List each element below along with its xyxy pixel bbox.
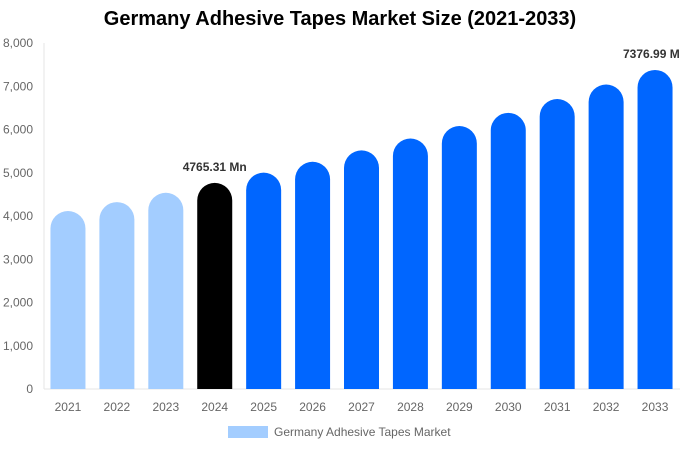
- x-tick-label: 2031: [544, 400, 571, 414]
- chart-title: Germany Adhesive Tapes Market Size (2021…: [103, 8, 577, 30]
- legend-label: Germany Adhesive Tapes Market: [274, 425, 451, 439]
- data-label-2033: 7376.99 Mn: [623, 47, 680, 61]
- y-tick-label: 8,000: [3, 36, 33, 50]
- x-tick-label: 2030: [495, 400, 522, 414]
- y-tick-label: 5,000: [3, 166, 33, 180]
- bar-2027: [344, 150, 379, 389]
- data-label-2024: 4765.31 Mn: [183, 160, 247, 174]
- bar-2028: [392, 138, 428, 389]
- bar-2023: [148, 192, 184, 389]
- bar-2033: [637, 69, 673, 389]
- bar-2031: [539, 99, 575, 389]
- y-tick-label: 4,000: [3, 209, 33, 223]
- bar-2024: [197, 182, 233, 389]
- x-tick-label: 2027: [348, 400, 375, 414]
- bar-2022: [99, 202, 135, 389]
- y-tick-label: 1,000: [3, 339, 33, 353]
- x-tick-label: 2028: [397, 400, 424, 414]
- bar-2032: [588, 84, 624, 390]
- bar-2030: [490, 112, 526, 389]
- x-tick-label: 2024: [201, 400, 228, 414]
- x-tick-label: 2029: [446, 400, 473, 414]
- bar-2021: [50, 210, 86, 389]
- x-tick-label: 2033: [642, 400, 669, 414]
- legend-swatch: [228, 426, 268, 438]
- bar-2026: [295, 161, 331, 389]
- y-tick-label: 0: [26, 382, 33, 396]
- y-tick-label: 2,000: [3, 296, 33, 310]
- bar-2029: [441, 125, 477, 389]
- y-tick-label: 6,000: [3, 123, 33, 137]
- x-tick-label: 2021: [55, 400, 82, 414]
- x-tick-label: 2025: [250, 400, 277, 414]
- bar-2025: [246, 172, 282, 389]
- legend[interactable]: Germany Adhesive Tapes Market: [228, 425, 451, 439]
- x-tick-label: 2032: [593, 400, 620, 414]
- x-tick-label: 2023: [152, 400, 179, 414]
- x-tick-label: 2026: [299, 400, 326, 414]
- x-tick-label: 2022: [104, 400, 131, 414]
- y-tick-label: 3,000: [3, 252, 33, 266]
- y-tick-label: 7,000: [3, 79, 33, 93]
